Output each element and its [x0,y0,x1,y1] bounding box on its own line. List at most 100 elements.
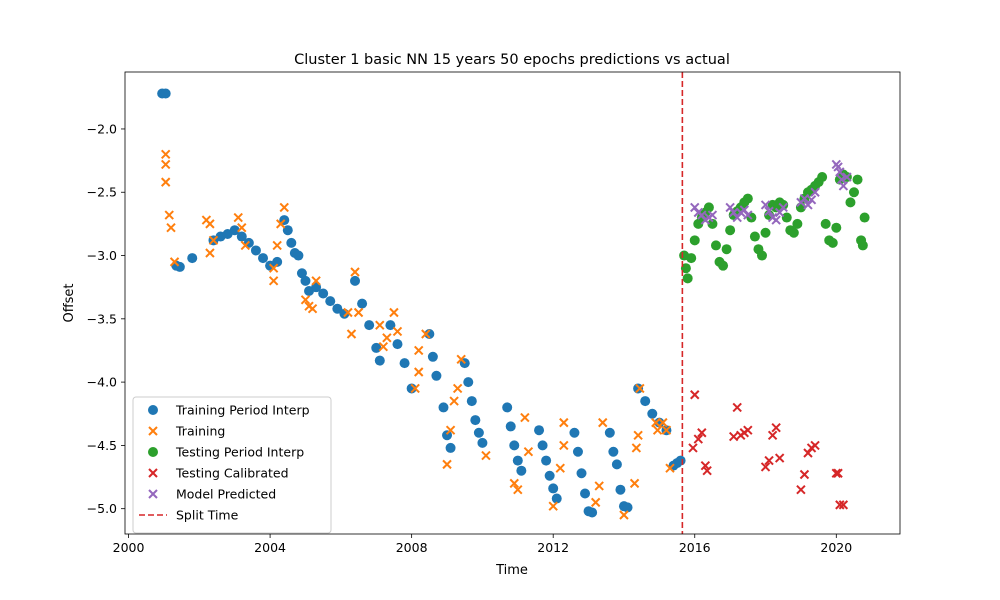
legend-swatch [148,447,158,457]
data-point [374,355,385,366]
data-point [749,231,760,242]
data-point [318,288,329,299]
data-point [587,507,598,518]
y-tick-label: −4.5 [87,438,117,453]
data-point [611,459,622,470]
data-point-x [760,200,771,210]
legend-label: Testing Period Interp [175,445,304,460]
plot-data [157,72,870,534]
data-point-x [452,383,463,394]
data-point-x [346,329,357,339]
data-point-x [590,497,601,508]
data-point [569,427,580,438]
data-point-x [810,187,820,197]
data-point [551,493,562,504]
data-point-x [728,431,739,442]
data-point-x [732,212,742,223]
y-tick-label: −5.0 [87,501,117,516]
x-tick-label: 2020 [820,540,852,555]
y-tick-label: −2.5 [87,185,117,200]
data-point-x [831,468,842,478]
data-point-x [661,425,672,435]
data-point [463,377,474,388]
data-point [576,468,587,479]
data-point [633,383,644,394]
data-point [859,212,870,223]
data-point-x [442,459,452,470]
data-point [572,446,583,457]
legend-swatch [148,468,158,478]
data-point-x [835,167,845,177]
data-point-x [743,210,753,220]
data-point-x [799,469,810,480]
data-point [250,245,261,256]
data-point-x [160,177,171,187]
data-point-x [778,202,788,213]
data-point-x [559,417,569,428]
legend-box [132,396,332,534]
data-point [332,303,343,314]
data-point [371,342,382,353]
data-point-x [774,453,785,463]
data-point-x [690,390,700,400]
data-point [721,244,732,255]
data-point-x [760,462,771,472]
data-point-x [796,484,806,495]
data-point-x [806,195,817,205]
data-point [445,442,456,453]
data-point-x [523,447,534,457]
data-point [831,222,842,233]
data-point [477,437,488,448]
data-point-x [559,440,569,451]
data-point-x [697,210,707,220]
y-tick-label: −3.0 [87,248,117,263]
data-point [272,256,283,267]
data-point-x [392,326,403,337]
data-point-x [767,430,778,440]
data-point [541,455,552,466]
data-point [286,237,297,248]
data-point [703,202,714,213]
axes: 2000 2004 2008 2012 2016 2020 −2.0 −2.5 −3.0 −3.5… [87,121,853,555]
data-point-x [774,207,785,218]
data-point-x [725,202,735,213]
data-point [675,455,686,466]
legend-label: Split Time [176,508,239,523]
data-point [707,218,718,229]
data-point [505,421,516,432]
data-point [682,273,693,284]
data-point [512,455,523,466]
data-point-x [268,276,279,286]
data-point-x [414,367,424,377]
data-point [296,268,307,279]
data-point-x [764,206,774,216]
data-point-x [707,210,718,220]
data-point [760,227,771,238]
data-point [187,253,198,264]
data-point-x [652,425,663,435]
data-point [473,427,484,438]
data-point-x [414,345,424,356]
data-point [756,250,767,261]
data-point [293,250,304,261]
data-point-x [635,383,645,394]
data-point-x [842,172,852,182]
x-tick-label: 2012 [537,540,569,555]
legend-label: Testing Calibrated [175,466,289,481]
data-point-x [739,205,749,215]
y-tick-label: −3.5 [87,311,117,326]
data-point-x [651,417,661,428]
data-point [742,193,753,204]
data-point [680,263,691,274]
data-point [516,465,527,476]
data-point [640,396,651,407]
data-point-x [598,417,608,428]
data-point-x [307,303,318,314]
data-point [364,320,375,331]
data-point-x [555,463,565,473]
data-point [502,402,513,413]
data-point [718,260,729,271]
data-point [848,187,859,198]
data-point-x [164,210,174,220]
y-tick-label: −2.0 [87,121,117,136]
